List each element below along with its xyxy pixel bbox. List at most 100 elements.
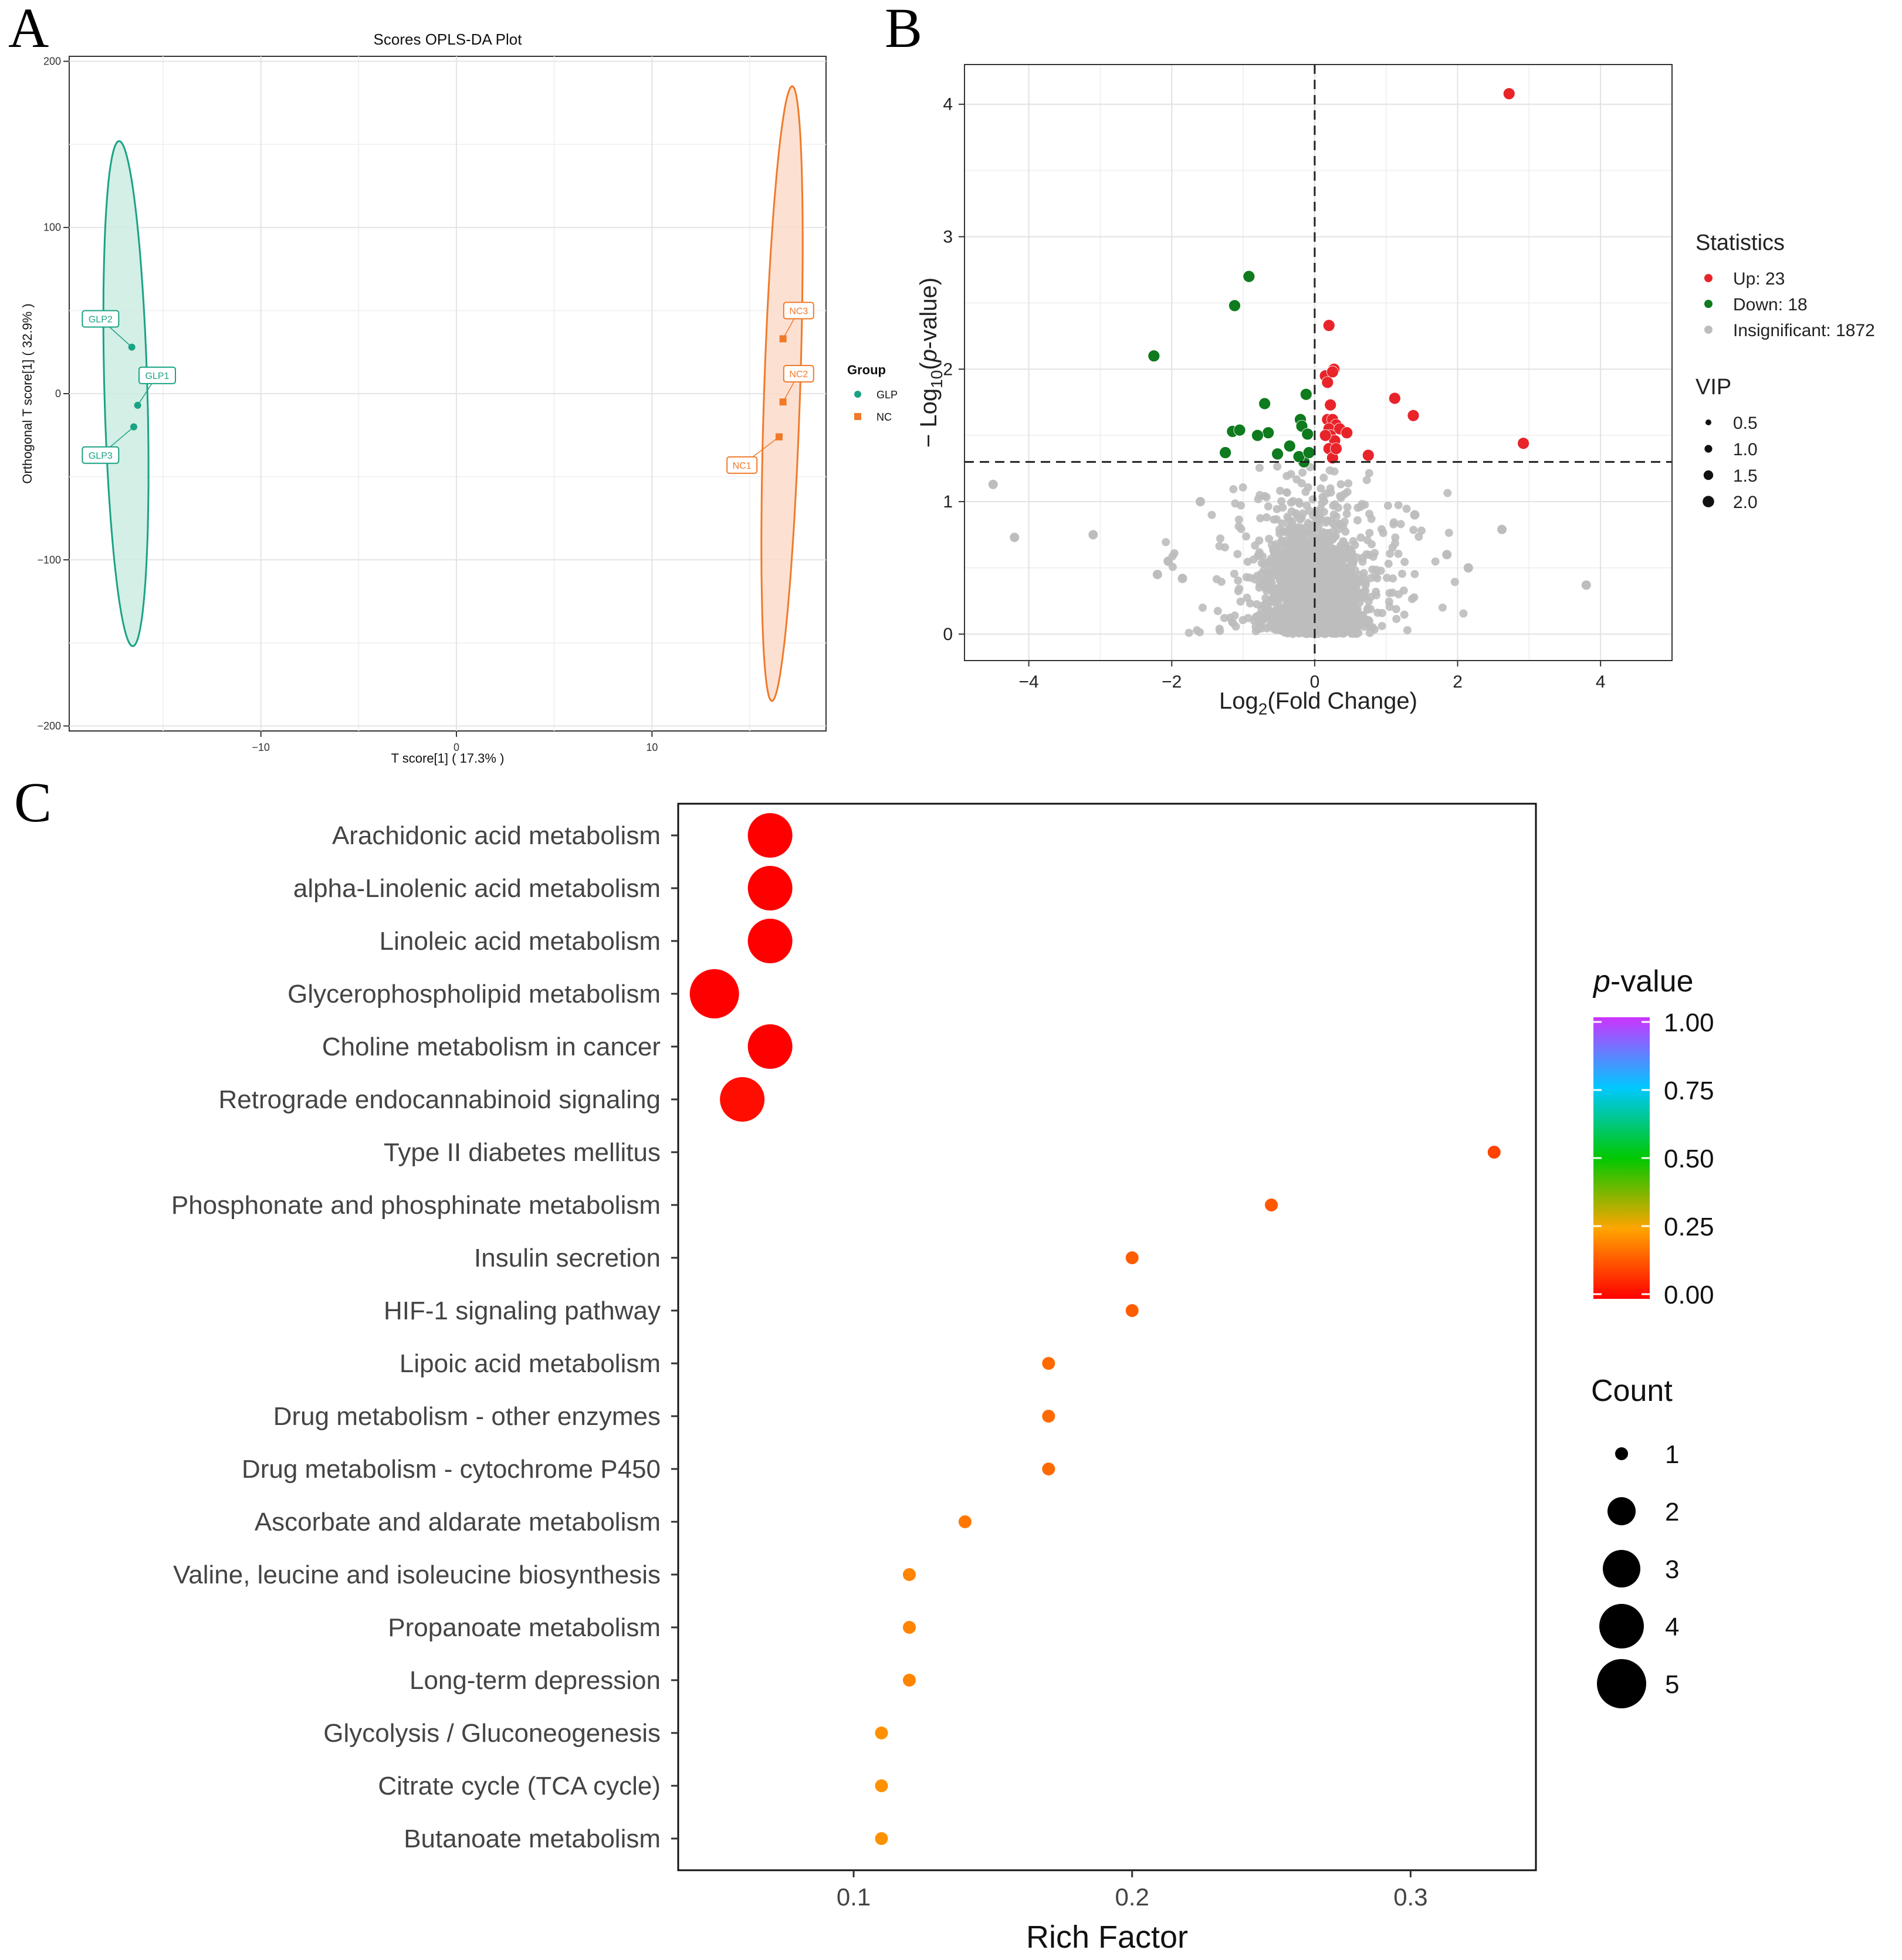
volcano-point-insignificant — [1323, 532, 1332, 540]
volcano-plot-frame — [964, 64, 1673, 661]
volcano-point-insignificant — [1251, 622, 1260, 631]
panel-letter-a: A — [8, 0, 49, 59]
volcano-point-insignificant — [1230, 570, 1238, 578]
volcano-point-up — [1324, 398, 1337, 411]
volcano-point-insignificant — [1339, 537, 1348, 546]
volcano-point-insignificant — [1299, 547, 1308, 556]
volcano-point-insignificant — [1388, 543, 1397, 552]
volcano-point-insignificant — [1360, 500, 1369, 509]
count-legend-label: 1 — [1665, 1440, 1679, 1469]
volcano-point-insignificant — [1400, 610, 1409, 619]
enrichment-point — [1125, 1304, 1139, 1317]
volcano-point-up — [1502, 87, 1515, 100]
volcano-point-insignificant — [1431, 557, 1440, 566]
volcano-point-insignificant — [1242, 532, 1250, 541]
volcano-point-insignificant — [1312, 519, 1320, 528]
opls-point-label-box — [82, 310, 120, 328]
volcano-point-insignificant — [1325, 571, 1334, 580]
enrichment-pathway-label: Arachidonic acid metabolism — [332, 821, 661, 850]
volcano-x-tick-label: 2 — [1453, 672, 1463, 692]
volcano-point-insignificant — [1417, 526, 1426, 535]
opls-legend-label: GLP — [876, 389, 898, 401]
volcano-vip-legend-marker — [1704, 445, 1713, 453]
volcano-point-insignificant — [1265, 534, 1274, 543]
volcano-point-insignificant — [1251, 541, 1260, 550]
volcano-point-down — [1228, 299, 1241, 312]
volcano-point-insignificant — [1373, 608, 1382, 617]
volcano-point-insignificant — [1352, 629, 1361, 638]
volcano-point-insignificant — [1273, 462, 1282, 471]
volcano-point-insignificant — [1274, 592, 1283, 601]
volcano-point-insignificant — [1259, 601, 1268, 610]
volcano-point-insignificant — [1284, 515, 1293, 524]
volcano-point-insignificant — [1267, 557, 1275, 566]
volcano-point-insignificant — [1346, 627, 1355, 635]
volcano-point-insignificant — [1266, 595, 1275, 604]
volcano-point-insignificant — [1238, 616, 1247, 624]
enrichment-pathway-label: Retrograde endocannabinoid signaling — [219, 1085, 661, 1114]
enrichment-pathway-label: Insulin secretion — [474, 1244, 661, 1272]
volcano-point-insignificant — [1299, 620, 1308, 629]
volcano-point-insignificant — [1344, 479, 1353, 488]
volcano-point-insignificant — [1286, 530, 1295, 539]
volcano-statistics-legend-marker — [1704, 326, 1713, 334]
volcano-point-insignificant — [1410, 570, 1419, 578]
volcano-point-insignificant — [1261, 612, 1270, 621]
volcano-point-insignificant — [1088, 530, 1098, 540]
volcano-point-down — [1283, 439, 1296, 452]
volcano-down-points — [1148, 270, 1315, 468]
volcano-point-insignificant — [1254, 551, 1263, 560]
volcano-point-insignificant — [1367, 514, 1376, 523]
panel-letter-b: B — [885, 0, 922, 59]
opls-point-label: GLP1 — [145, 371, 170, 381]
volcano-point-insignificant — [1384, 559, 1393, 568]
volcano-point-insignificant — [1389, 520, 1398, 529]
panel-letter-c: C — [14, 771, 52, 834]
volcano-point-insignificant — [1373, 574, 1382, 583]
volcano-point-insignificant — [1443, 489, 1452, 497]
volcano-point-down — [1258, 397, 1271, 410]
count-legend-label: 4 — [1665, 1613, 1679, 1641]
opls-point-glp1 — [134, 401, 141, 409]
volcano-point-insignificant — [1363, 605, 1372, 614]
volcano-point-insignificant — [1177, 574, 1187, 584]
volcano-point-insignificant — [1351, 541, 1359, 549]
volcano-point-insignificant — [1234, 587, 1243, 595]
enrichment-point — [747, 919, 793, 963]
volcano-point-insignificant — [1410, 593, 1419, 602]
volcano-point-insignificant — [1207, 510, 1216, 519]
volcano-y-tick-label: 3 — [943, 228, 953, 247]
opls-point-nc2 — [779, 398, 787, 406]
volcano-point-insignificant — [1262, 568, 1271, 577]
volcano-point-insignificant — [1351, 574, 1359, 583]
volcano-point-insignificant — [1463, 563, 1473, 573]
volcano-point-insignificant — [1199, 603, 1207, 612]
volcano-point-insignificant — [1403, 626, 1412, 635]
volcano-point-insignificant — [1383, 574, 1391, 582]
volcano-point-down — [1251, 429, 1264, 442]
volcano-point-insignificant — [1285, 550, 1294, 558]
enrichment-pathway-label: Ascorbate and aldarate metabolism — [255, 1508, 661, 1536]
opls-x-tick-label: −10 — [252, 742, 270, 753]
opls-legend-title: Group — [847, 363, 886, 377]
enrichment-pathway-label: Citrate cycle (TCA cycle) — [378, 1772, 661, 1800]
volcano-point-insignificant — [1316, 611, 1325, 620]
pvalue-colorbar-label: 0.50 — [1664, 1145, 1714, 1173]
volcano-point-insignificant — [1352, 553, 1361, 562]
enrichment-point — [747, 1024, 793, 1069]
volcano-vip-legend-title: VIP — [1695, 375, 1731, 400]
volcano-point-insignificant — [1215, 624, 1224, 633]
volcano-point-down — [1148, 350, 1160, 363]
volcano-point-insignificant — [1581, 580, 1591, 590]
volcano-point-insignificant — [1385, 597, 1393, 606]
volcano-statistics-legend-label: Up: 23 — [1733, 269, 1785, 289]
count-legend-marker — [1603, 1550, 1640, 1587]
count-legend-label: 3 — [1665, 1555, 1679, 1584]
volcano-point-insignificant — [1268, 588, 1277, 597]
enrichment-plot-frame — [677, 803, 1537, 1871]
volcano-point-up — [1407, 409, 1420, 422]
volcano-statistics-legend-marker — [1704, 274, 1713, 282]
volcano-point-insignificant — [1314, 564, 1322, 573]
opls-point-glp3 — [130, 423, 137, 431]
